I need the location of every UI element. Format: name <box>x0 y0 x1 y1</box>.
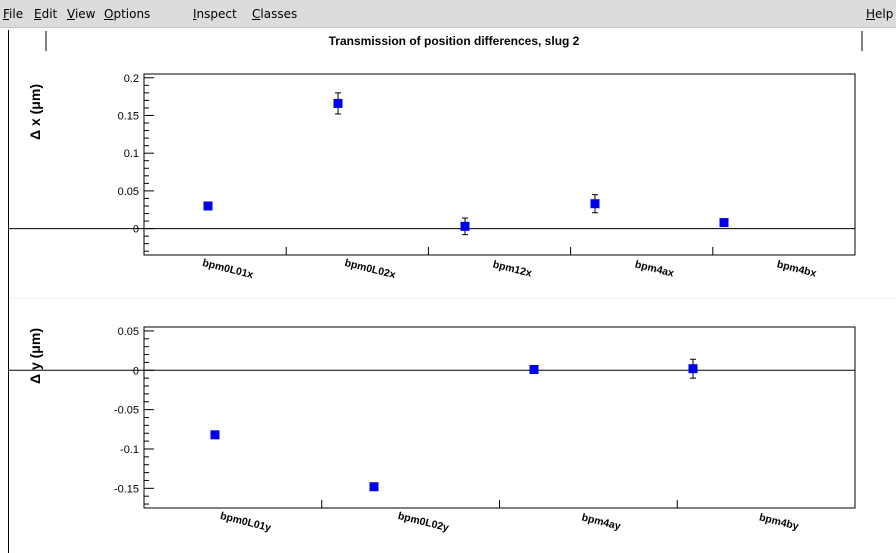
plot-panel-y: 0.05 0 -0.05 -0.1 -0.15 Δ y (μm) bpm0L01y bpm0L… <box>9 326 855 534</box>
y-tick-label: 0 <box>133 365 139 377</box>
data-point <box>689 364 698 373</box>
data-point <box>461 222 470 231</box>
y-tick-label: -0.05 <box>114 405 139 417</box>
y-tick-label: 0.05 <box>118 186 139 198</box>
x-tick-label: bpm4ay <box>580 511 622 532</box>
y-tick-label: 0.1 <box>124 148 139 160</box>
x-tick-label: bpm4by <box>758 511 800 532</box>
data-point <box>530 365 539 374</box>
y-tick-label: 0.15 <box>118 110 139 122</box>
y-axis-label: Δ x (μm) <box>27 84 43 140</box>
data-point <box>211 430 220 439</box>
data-point <box>720 218 729 227</box>
y-tick-label: -0.1 <box>120 444 139 456</box>
y-tick-label: 0.2 <box>124 73 139 85</box>
data-point <box>370 482 379 491</box>
plot-frame <box>144 74 855 255</box>
x-tick-label: bpm0L01y <box>219 510 272 534</box>
data-point <box>334 99 343 108</box>
y-tick-label: 0 <box>133 224 139 236</box>
x-tick-label: bpm0L01x <box>201 257 254 281</box>
y-tick-label: -0.15 <box>114 483 139 495</box>
y-tick-label: 0.05 <box>118 326 139 338</box>
y-axis-label: Δ y (μm) <box>27 328 43 384</box>
x-tick-label: bpm12x <box>492 258 534 279</box>
x-tick-label: bpm0L02y <box>397 510 450 534</box>
x-tick-label: bpm0L02x <box>343 257 396 281</box>
plot-panel-x: 0 0.05 0.1 0.15 0.2 Δ x (μm) bpm0L01x bpm0L02x b… <box>9 73 855 281</box>
chart-title: Transmission of position differences, sl… <box>329 34 580 48</box>
data-point <box>591 199 600 208</box>
plot-frame <box>144 327 855 508</box>
x-tick-label: bpm4bx <box>776 258 818 279</box>
data-point <box>204 201 213 210</box>
x-tick-label: bpm4ax <box>634 258 676 279</box>
